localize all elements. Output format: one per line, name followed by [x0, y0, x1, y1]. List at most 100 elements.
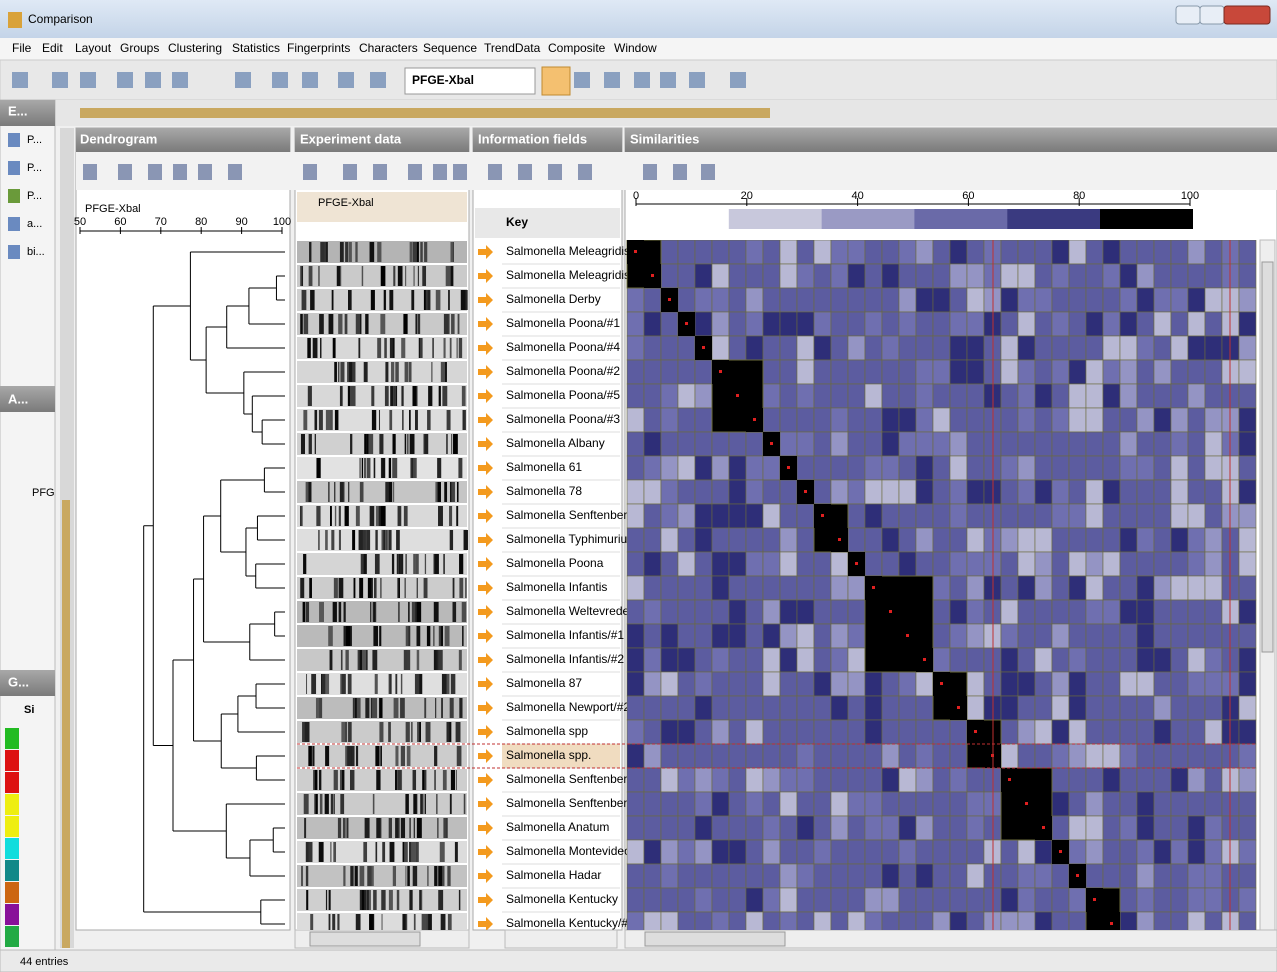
menu-item[interactable]: Edit — [42, 41, 63, 55]
panel-tool[interactable] — [453, 164, 467, 180]
group-color[interactable] — [5, 750, 19, 771]
group-color[interactable] — [5, 904, 19, 925]
panel-tool[interactable] — [433, 164, 447, 180]
menu-item[interactable]: TrendData — [484, 41, 541, 55]
panel-tool[interactable] — [488, 164, 502, 180]
menu-item[interactable]: Layout — [75, 41, 112, 55]
entry-key[interactable]: Salmonella Poona — [506, 556, 604, 570]
entry-key[interactable]: Salmonella Albany — [506, 436, 605, 450]
entry-key[interactable]: Salmonella Infantis/#1 — [506, 628, 624, 642]
entry-key[interactable]: Salmonella Senftenberg — [506, 508, 634, 522]
panel-tool[interactable] — [198, 164, 212, 180]
entry-key[interactable]: Salmonella Meleagridis — [506, 244, 630, 258]
panel-item[interactable]: a... — [27, 218, 42, 230]
entry-key[interactable]: Salmonella Infantis — [506, 580, 607, 594]
panel-tool[interactable] — [343, 164, 357, 180]
toolbar-button[interactable] — [80, 72, 96, 88]
panel-item[interactable]: PFG — [32, 487, 55, 499]
group-color[interactable] — [5, 816, 19, 837]
panel-tool[interactable] — [173, 164, 187, 180]
group-color[interactable] — [5, 838, 19, 859]
entry-key[interactable]: Salmonella 87 — [506, 676, 582, 690]
zoom-slider[interactable] — [80, 108, 770, 118]
scroll-thumb[interactable] — [310, 932, 420, 946]
panel-item[interactable]: P... — [27, 134, 42, 146]
toolbar-button[interactable] — [730, 72, 746, 88]
panel-tool[interactable] — [148, 164, 162, 180]
entry-key[interactable]: Salmonella Infantis/#2 — [506, 652, 624, 666]
entry-key[interactable]: Salmonella Poona/#1 — [506, 316, 620, 330]
toolbar-button[interactable] — [689, 72, 705, 88]
menu-item[interactable]: Statistics — [232, 41, 280, 55]
menu-item[interactable]: Characters — [359, 41, 418, 55]
toolbar-button[interactable] — [145, 72, 161, 88]
toolbar-button[interactable] — [338, 72, 354, 88]
toolbar-button[interactable] — [12, 72, 28, 88]
toolbar-button[interactable] — [52, 72, 68, 88]
toolbar-button[interactable] — [117, 72, 133, 88]
panel-tool[interactable] — [408, 164, 422, 180]
scroll-thumb[interactable] — [1262, 262, 1273, 652]
menu-item[interactable]: Window — [614, 41, 657, 55]
toolbar-button[interactable] — [604, 72, 620, 88]
toolbar-button[interactable] — [172, 72, 188, 88]
entry-key[interactable]: Salmonella Hadar — [506, 868, 601, 882]
minimize-button[interactable] — [1176, 6, 1200, 24]
toolbar-button[interactable] — [660, 72, 676, 88]
panel-tool[interactable] — [303, 164, 317, 180]
entry-key[interactable]: Salmonella Poona/#3 — [506, 412, 620, 426]
entry-key[interactable]: Salmonella spp — [506, 724, 588, 738]
panel-tool[interactable] — [643, 164, 657, 180]
menu-item[interactable]: File — [12, 41, 32, 55]
entry-key[interactable]: Salmonella Poona/#2 — [506, 364, 620, 378]
menu-item[interactable]: Fingerprints — [287, 41, 350, 55]
entry-key[interactable]: Salmonella Kentucky — [506, 892, 618, 906]
panel-item[interactable]: bi... — [27, 246, 45, 258]
entry-key[interactable]: Salmonella Poona/#4 — [506, 340, 620, 354]
panel-tool[interactable] — [228, 164, 242, 180]
panel-item[interactable]: P... — [27, 190, 42, 202]
group-color[interactable] — [5, 882, 19, 903]
entry-key[interactable]: Salmonella Typhimuriu... — [506, 532, 637, 546]
toolbar-button[interactable] — [370, 72, 386, 88]
panel-tool[interactable] — [548, 164, 562, 180]
toolbar-button[interactable] — [542, 67, 570, 95]
group-color[interactable] — [5, 926, 19, 947]
toolbar-button[interactable] — [634, 72, 650, 88]
panel-tool[interactable] — [373, 164, 387, 180]
maximize-button[interactable] — [1200, 6, 1224, 24]
entry-key[interactable]: Salmonella Newport/#2 — [506, 700, 630, 714]
menu-item[interactable]: Sequence — [423, 41, 477, 55]
entry-key[interactable]: Salmonella 78 — [506, 484, 582, 498]
entry-key[interactable]: Salmonella Weltevreden — [506, 604, 636, 618]
panel-tool[interactable] — [518, 164, 532, 180]
panel-tool[interactable] — [118, 164, 132, 180]
menu-item[interactable]: Composite — [548, 41, 606, 55]
entry-key[interactable]: Salmonella Senftenber... — [506, 772, 637, 786]
toolbar-button[interactable] — [272, 72, 288, 88]
toolbar-button[interactable] — [574, 72, 590, 88]
horizontal-scrollbar[interactable] — [505, 930, 617, 948]
group-color[interactable] — [5, 860, 19, 881]
entry-key[interactable]: Salmonella Poona/#5 — [506, 388, 620, 402]
entry-key[interactable]: Salmonella Anatum — [506, 820, 609, 834]
entry-key[interactable]: Salmonella Derby — [506, 292, 601, 306]
entry-key[interactable]: Salmonella Montevideo — [506, 844, 631, 858]
entry-key[interactable]: Salmonella Kentucky/#1 — [506, 916, 635, 930]
group-color[interactable] — [5, 794, 19, 815]
menu-item[interactable]: Clustering — [168, 41, 222, 55]
panel-tool[interactable] — [578, 164, 592, 180]
entry-key[interactable]: Salmonella 61 — [506, 460, 582, 474]
close-button[interactable] — [1224, 6, 1270, 24]
entry-key[interactable]: Salmonella spp. — [506, 748, 591, 762]
entry-key[interactable]: Salmonella Meleagridis/... — [506, 268, 643, 282]
entry-key[interactable]: Salmonella Senftenber... — [506, 796, 637, 810]
group-color[interactable] — [5, 728, 19, 749]
toolbar-button[interactable] — [235, 72, 251, 88]
panel-item[interactable]: P... — [27, 162, 42, 174]
panel-tool[interactable] — [83, 164, 97, 180]
menu-item[interactable]: Groups — [120, 41, 159, 55]
toolbar-button[interactable] — [302, 72, 318, 88]
panel-tool[interactable] — [701, 164, 715, 180]
group-color[interactable] — [5, 772, 19, 793]
